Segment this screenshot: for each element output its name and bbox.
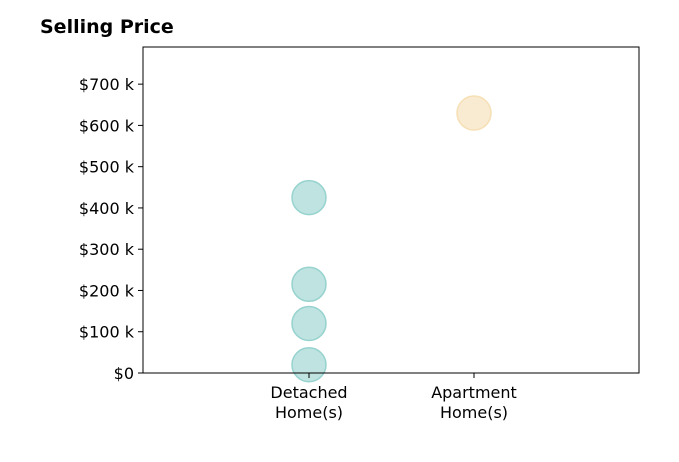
- data-point: [456, 95, 492, 131]
- y-tick-label: $300 k: [79, 240, 135, 259]
- x-tick-label: Home(s): [440, 403, 508, 422]
- data-points: [291, 95, 492, 383]
- y-tick-label: $400 k: [79, 199, 135, 218]
- y-tick-label: $500 k: [79, 158, 135, 177]
- y-axis: $0 $100 k $200 k $300 k $400 k $500 k $600 k $7…: [79, 75, 143, 383]
- x-tick-label: Apartment: [431, 383, 517, 402]
- y-tick-label: $700 k: [79, 75, 135, 94]
- y-tick-label: $100 k: [79, 323, 135, 342]
- x-tick-label: Home(s): [275, 403, 343, 422]
- data-point: [291, 266, 327, 303]
- x-tick-label: Detached: [270, 383, 347, 402]
- y-tick-label: $600 k: [79, 116, 135, 135]
- plot-frame: [142, 46, 640, 374]
- data-point: [291, 305, 327, 342]
- y-tick-label: $0: [114, 364, 134, 383]
- data-point: [291, 179, 327, 216]
- y-tick-label: $200 k: [79, 281, 135, 300]
- chart-title: Selling Price: [40, 16, 174, 38]
